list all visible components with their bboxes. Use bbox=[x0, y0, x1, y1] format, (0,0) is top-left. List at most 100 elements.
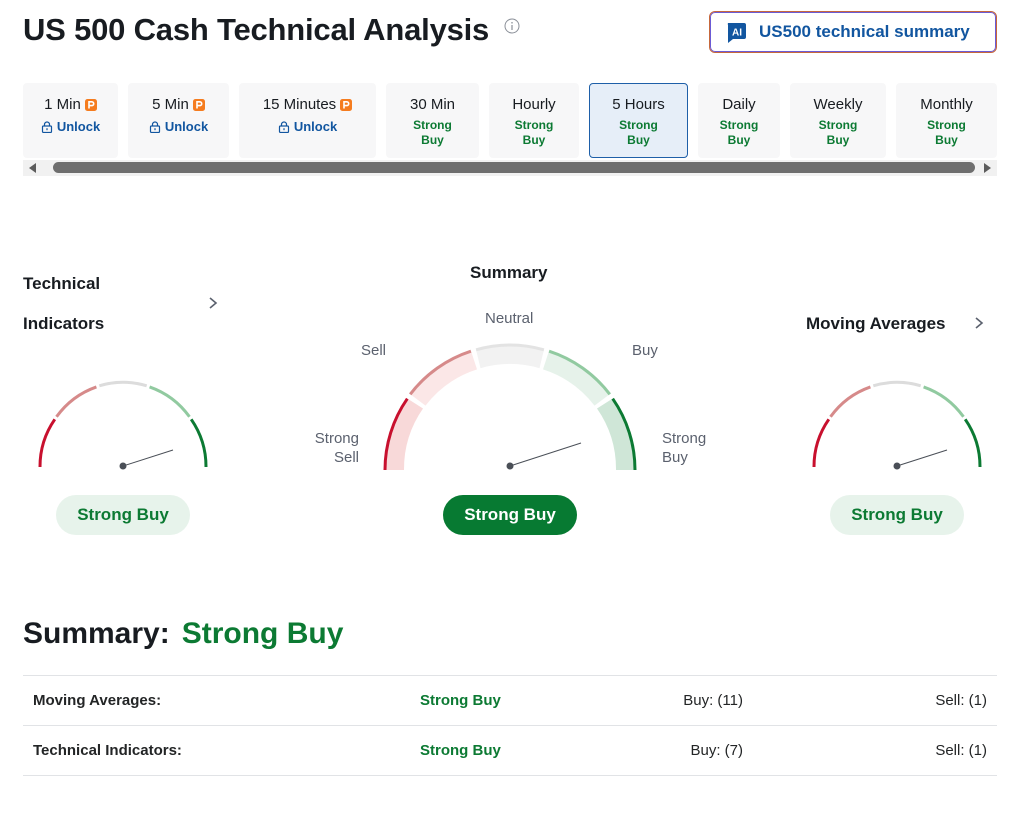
tab-name: 1 Min bbox=[44, 96, 97, 113]
tab-unlock[interactable]: Unlock bbox=[149, 119, 208, 134]
gauge-segment-sell bbox=[409, 350, 477, 406]
gauge-segment-buy bbox=[543, 350, 611, 406]
tab-name: Weekly bbox=[814, 96, 863, 113]
pro-icon bbox=[340, 98, 353, 111]
summary-gauge-needle bbox=[509, 442, 582, 467]
tab-weekly[interactable]: Weekly Strong Buy bbox=[790, 83, 886, 158]
summary-gauge-result: Strong Buy bbox=[443, 495, 577, 535]
scroll-right-arrow-icon[interactable] bbox=[984, 163, 991, 173]
table-row: Moving Averages: Strong Buy Buy: (11) Se… bbox=[23, 676, 997, 726]
table-row: Technical Indicators: Strong Buy Buy: (7… bbox=[23, 726, 997, 776]
gauge-arcs bbox=[812, 380, 982, 468]
gauge-edge-sell bbox=[409, 349, 472, 396]
gauge-needle bbox=[122, 449, 174, 467]
tab-signal: Strong Buy bbox=[719, 118, 759, 147]
tab-daily[interactable]: Daily Strong Buy bbox=[698, 83, 780, 158]
tab-unlock-label: Unlock bbox=[164, 119, 209, 134]
tab-name: 5 Min bbox=[152, 96, 205, 113]
moving-averages-heading[interactable]: Moving Averages bbox=[806, 314, 946, 333]
ai-button-label: US500 technical summary bbox=[759, 22, 970, 41]
gauge-arc-strong-buy bbox=[963, 418, 982, 468]
tab-hourly[interactable]: Hourly Strong Buy bbox=[489, 83, 579, 158]
lock-icon bbox=[149, 120, 160, 133]
tab-5-min[interactable]: 5 Min Unlock bbox=[128, 83, 229, 158]
tab-unlock[interactable]: Unlock bbox=[41, 119, 100, 134]
gauge-needle-hub bbox=[119, 462, 127, 470]
row-sell-count: Sell: (1) bbox=[935, 742, 987, 759]
summary-value: Strong Buy bbox=[181, 617, 344, 650]
scroll-thumb[interactable] bbox=[53, 162, 975, 173]
gauge-label-strong-sell: Strong Sell bbox=[311, 429, 359, 467]
gauge-arc-strong-sell bbox=[38, 418, 57, 468]
pro-icon bbox=[84, 98, 97, 111]
tab-name-text: 5 Min bbox=[152, 96, 189, 113]
chevron-right-icon[interactable] bbox=[974, 316, 984, 330]
tab-signal: Strong Buy bbox=[514, 118, 554, 147]
gauge-arcs bbox=[38, 380, 208, 468]
row-result: Strong Buy bbox=[420, 692, 501, 709]
tab-unlock[interactable]: Unlock bbox=[278, 119, 337, 134]
gauge-label-strong-buy-line1: Strong bbox=[662, 430, 707, 447]
tab-signal: Strong Buy bbox=[818, 118, 858, 147]
row-name: Moving Averages: bbox=[33, 692, 162, 709]
page-title: US 500 Cash Technical Analysis bbox=[23, 12, 490, 47]
chevron-right-icon[interactable] bbox=[208, 296, 218, 310]
summary-heading: Summary: Strong Buy bbox=[23, 617, 343, 651]
tab-name: 15 Minutes bbox=[262, 96, 353, 113]
gauge-arc-neutral bbox=[98, 380, 148, 388]
ai-technical-summary-button[interactable]: AI US500 technical summary bbox=[709, 11, 997, 53]
tab-name-text: Monthly bbox=[920, 96, 973, 113]
tab-signal: Strong Buy bbox=[927, 118, 966, 147]
technical-indicators-result: Strong Buy bbox=[56, 495, 190, 535]
moving-averages-result: Strong Buy bbox=[830, 495, 964, 535]
gauge-arc-sell bbox=[829, 385, 871, 418]
summary-gauge-heading: Summary bbox=[470, 263, 548, 282]
tab-30-min[interactable]: 30 Min Strong Buy bbox=[386, 83, 479, 158]
summary-table: Moving Averages: Strong Buy Buy: (11) Se… bbox=[23, 675, 997, 776]
technical-indicators-gauge bbox=[38, 380, 208, 470]
row-sell-count: Sell: (1) bbox=[935, 692, 987, 709]
gauge-arc-neutral bbox=[872, 380, 922, 388]
summary-gauge-needle-hub bbox=[506, 462, 514, 470]
scroll-left-arrow-icon[interactable] bbox=[29, 163, 36, 173]
tab-monthly[interactable]: Monthly Strong Buy bbox=[896, 83, 997, 158]
gauge-label-strong-buy: Strong Buy bbox=[662, 429, 722, 467]
technical-indicators-heading-line1[interactable]: Technical bbox=[23, 274, 101, 293]
lock-icon bbox=[278, 120, 289, 133]
tab-name-text: 15 Minutes bbox=[262, 96, 337, 113]
tab-name: Hourly bbox=[512, 96, 555, 113]
gauge-arc-strong-sell bbox=[812, 418, 831, 468]
row-result: Strong Buy bbox=[420, 742, 501, 759]
tab-15-minutes[interactable]: 15 Minutes Unlock bbox=[239, 83, 376, 158]
summary-label: Summary: bbox=[23, 617, 170, 650]
gauge-arc-sell bbox=[55, 385, 97, 418]
gauge-segment-strong-sell bbox=[383, 398, 423, 470]
tab-name-text: Weekly bbox=[813, 96, 863, 113]
gauge-edge-buy bbox=[548, 349, 611, 396]
info-icon[interactable] bbox=[504, 18, 520, 34]
technical-indicators-heading-line2[interactable]: Indicators bbox=[23, 314, 105, 333]
tab-name: 30 Min bbox=[410, 96, 455, 113]
tabs-scrollbar[interactable] bbox=[23, 160, 997, 176]
tab-signal: Strong Buy bbox=[413, 118, 452, 147]
tab-unlock-label: Unlock bbox=[56, 119, 101, 134]
gauge-needle-hub bbox=[893, 462, 901, 470]
gauge-label-sell: Sell bbox=[361, 342, 387, 359]
tab-5-hours[interactable]: 5 Hours Strong Buy bbox=[589, 83, 688, 158]
gauge-label-buy: Buy bbox=[632, 342, 658, 359]
summary-gauge bbox=[383, 343, 637, 471]
timeframe-tabs: 1 Min Unlock 5 Min Unlock 15 Minutes Unlock 30… bbox=[23, 83, 997, 158]
ai-badge-text: AI bbox=[732, 27, 742, 38]
tab-name: Monthly bbox=[920, 96, 973, 113]
tab-1-min[interactable]: 1 Min Unlock bbox=[23, 83, 118, 158]
gauge-edge-strong-buy bbox=[611, 397, 637, 471]
gauge-arc-buy bbox=[923, 385, 965, 418]
summary-gauge-segments bbox=[383, 343, 637, 471]
tab-unlock-label: Unlock bbox=[293, 119, 338, 134]
gauge-arc-strong-buy bbox=[189, 418, 208, 468]
ai-badge-icon: AI bbox=[727, 22, 746, 43]
row-name: Technical Indicators: bbox=[33, 742, 182, 759]
row-buy-count: Buy: (11) bbox=[683, 692, 743, 709]
tab-name: Daily bbox=[722, 96, 755, 113]
gauge-edge-strong-sell bbox=[383, 397, 409, 471]
